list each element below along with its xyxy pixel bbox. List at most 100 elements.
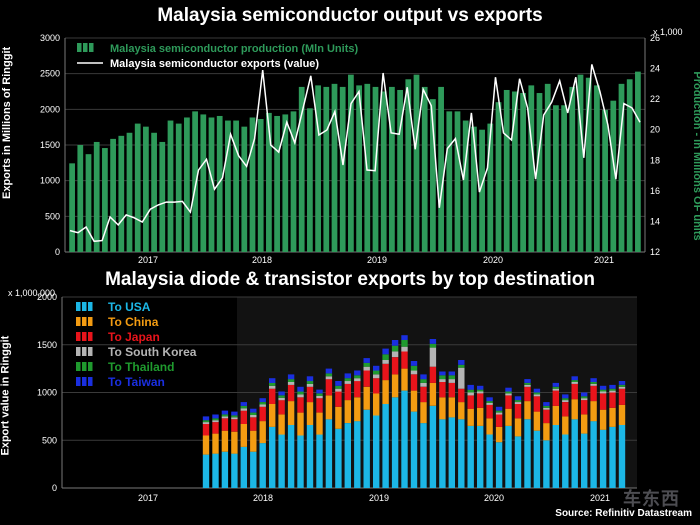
- stacked-bar-segment: [609, 426, 616, 488]
- legend-destination-label: To China: [108, 315, 159, 329]
- stacked-bar-segment: [401, 368, 408, 391]
- stacked-bar-segment: [477, 391, 484, 394]
- stacked-bar-segment: [287, 374, 295, 380]
- production-bar: [471, 126, 477, 252]
- stacked-bar-segment: [269, 388, 276, 404]
- production-bar: [553, 105, 559, 252]
- top-left-tick-label: 3000: [40, 33, 60, 43]
- stacked-bar-segment: [514, 418, 522, 437]
- production-bar: [167, 120, 174, 253]
- stacked-bar-segment: [543, 405, 550, 408]
- stacked-bar-segment: [316, 395, 323, 399]
- stacked-bar-segment: [373, 365, 380, 371]
- top-left-tick-label: 500: [45, 211, 60, 221]
- stacked-bar-segment: [420, 402, 427, 424]
- stacked-bar-segment: [467, 395, 474, 409]
- production-bar: [544, 83, 551, 252]
- bottom-x-tick-label: 2018: [253, 493, 273, 503]
- stacked-bar-segment: [524, 384, 531, 387]
- stacked-bar-segment: [420, 382, 427, 387]
- production-bar: [323, 86, 330, 253]
- stacked-bar-segment: [325, 373, 333, 377]
- stacked-bar-segment: [202, 420, 210, 423]
- stacked-bar-segment: [486, 434, 493, 488]
- production-bar: [126, 132, 133, 252]
- stacked-bar-segment: [429, 347, 437, 367]
- top-x-tick-label: 2021: [594, 255, 614, 265]
- production-bar: [102, 148, 108, 252]
- production-bar: [216, 115, 223, 252]
- stacked-bar-segment: [401, 335, 408, 340]
- bottom-tick-label: 500: [42, 435, 57, 445]
- stacked-bar-segment: [344, 378, 351, 382]
- stacked-bar-segment: [202, 416, 210, 421]
- stacked-bar-segment: [448, 382, 455, 398]
- stacked-bar-segment: [410, 411, 418, 488]
- production-bar: [610, 100, 617, 253]
- stacked-bar-segment: [306, 425, 314, 488]
- top-left-tick-label: 1500: [40, 140, 60, 150]
- legend-destination-swatch: [88, 377, 93, 386]
- top-right-tick-label: 12: [650, 247, 660, 257]
- legend-production-label: Malaysia semiconductor production (Mln U…: [110, 43, 358, 55]
- production-bar: [487, 123, 494, 252]
- stacked-bar-segment: [221, 414, 229, 417]
- stacked-bar-segment: [278, 395, 285, 398]
- production-bar: [134, 123, 141, 252]
- stacked-bar-segment: [221, 418, 229, 431]
- stacked-bar-segment: [250, 417, 257, 431]
- production-bar: [495, 102, 502, 252]
- legend-destination-swatch: [82, 332, 87, 341]
- bottom-x-tick-label: 2017: [138, 493, 158, 503]
- legend-production-swatch: [77, 43, 82, 52]
- stacked-bar-segment: [458, 419, 465, 488]
- stacked-bar-segment: [552, 382, 559, 387]
- production-bar: [626, 79, 633, 253]
- production-bar: [143, 126, 149, 252]
- production-bar: [585, 77, 592, 252]
- legend-destination-swatch: [88, 302, 93, 311]
- stacked-bar-segment: [477, 393, 484, 408]
- stacked-bar-segment: [533, 392, 541, 395]
- production-bar: [594, 85, 600, 252]
- production-bar: [397, 89, 403, 252]
- stacked-bar-segment: [486, 401, 493, 403]
- production-bar: [233, 120, 239, 253]
- top-chart-right-multiplier: x 1,000: [653, 27, 683, 37]
- stacked-bar-segment: [581, 414, 588, 434]
- legend-destination-swatch: [76, 317, 81, 326]
- stacked-bar-segment: [467, 389, 474, 393]
- production-bar: [85, 154, 92, 252]
- stacked-bar-segment: [335, 388, 342, 392]
- top-right-tick-label: 26: [650, 33, 660, 43]
- stacked-bar-segment: [354, 378, 361, 382]
- stacked-bar-segment: [278, 397, 285, 401]
- stacked-bar-segment: [448, 375, 455, 380]
- stacked-bar-segment: [533, 394, 541, 397]
- stacked-bar-segment: [325, 368, 333, 374]
- stacked-bar-segment: [410, 390, 418, 412]
- production-bar: [290, 111, 297, 252]
- source-note: Source: Refinitiv Datastream: [555, 508, 692, 519]
- production-bar: [200, 114, 207, 252]
- stacked-bar-segment: [354, 421, 361, 488]
- production-bar: [175, 123, 182, 252]
- stacked-bar-segment: [202, 435, 210, 455]
- stacked-bar-segment: [316, 389, 323, 394]
- stacked-bar-segment: [344, 423, 351, 488]
- stacked-bar-segment: [391, 357, 399, 375]
- stacked-bar-segment: [533, 430, 541, 488]
- top-right-tick-label: 16: [650, 186, 660, 196]
- stacked-bar-segment: [486, 397, 493, 402]
- stacked-bar-segment: [231, 411, 238, 416]
- production-bar: [274, 115, 280, 252]
- legend-destination-swatch: [82, 347, 87, 356]
- bottom-chart-multiplier: x 1,000,000: [8, 288, 56, 298]
- stacked-bar-segment: [306, 376, 314, 382]
- bottom-x-tick-label: 2020: [484, 493, 504, 503]
- stacked-bar-segment: [552, 388, 559, 391]
- stacked-bar-segment: [259, 398, 266, 402]
- stacked-bar-segment: [439, 419, 446, 488]
- stacked-bar-segment: [458, 402, 465, 420]
- stacked-bar-segment: [250, 430, 257, 452]
